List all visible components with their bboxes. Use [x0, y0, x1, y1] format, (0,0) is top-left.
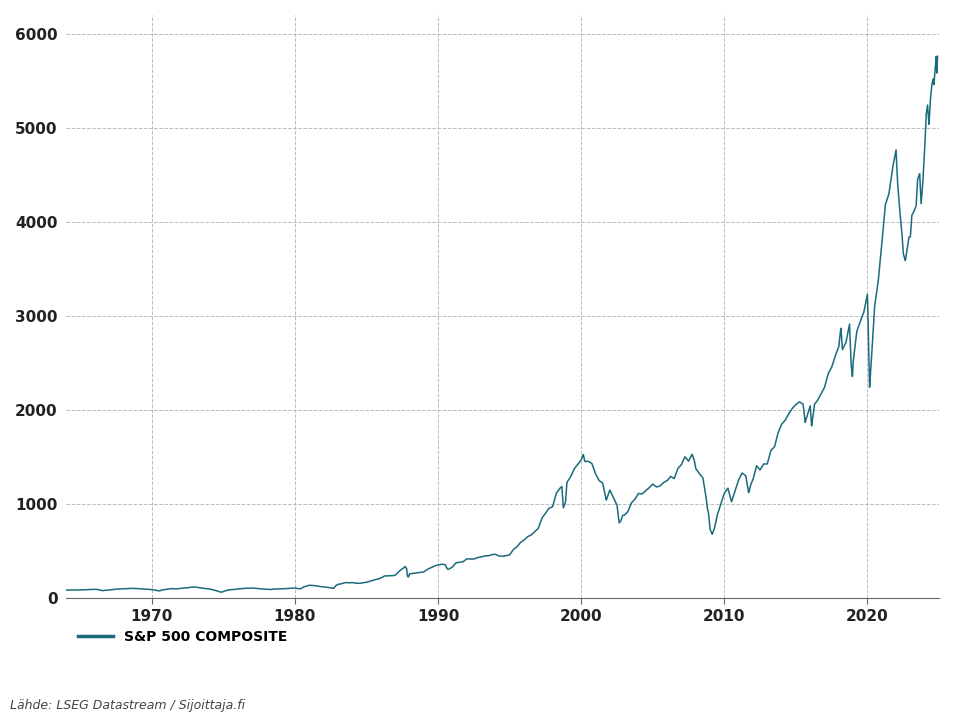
- Legend: S&P 500 COMPOSITE: S&P 500 COMPOSITE: [72, 624, 293, 649]
- Text: Lähde: LSEG Datastream / Sijoittaja.fi: Lähde: LSEG Datastream / Sijoittaja.fi: [10, 699, 244, 712]
